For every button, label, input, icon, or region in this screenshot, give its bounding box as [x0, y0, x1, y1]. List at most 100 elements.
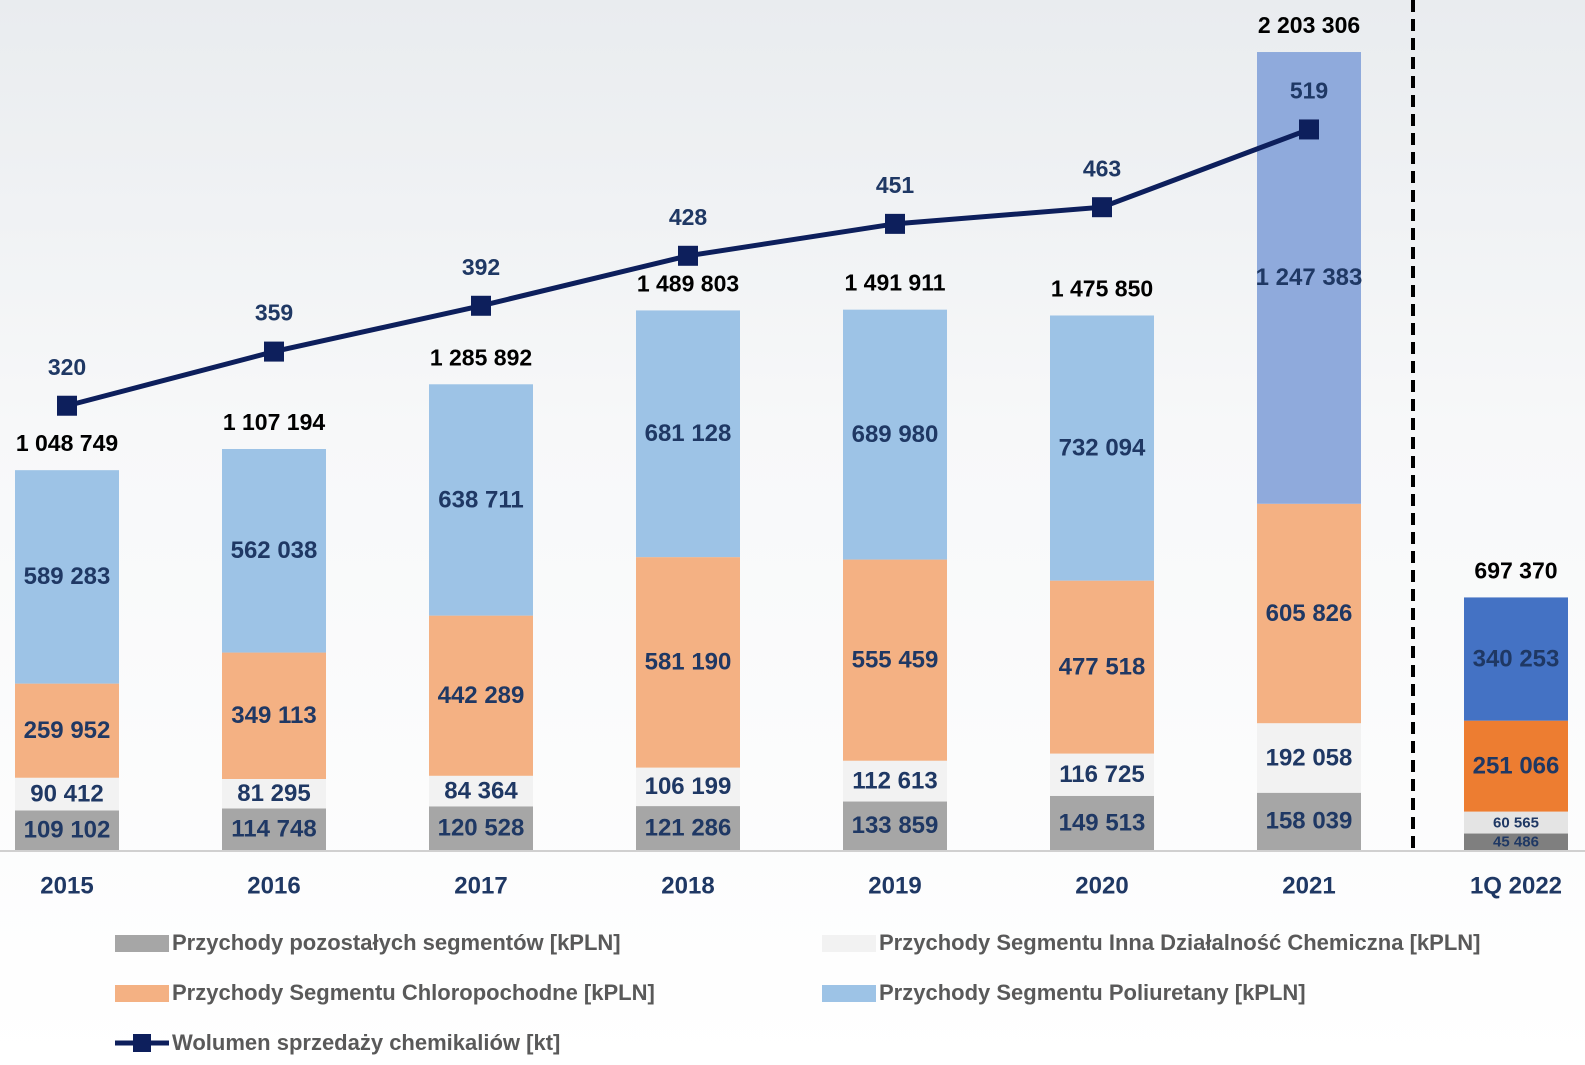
bar-segment: [222, 652, 326, 779]
bar-segment: [429, 384, 533, 616]
bar-segment: [222, 778, 326, 809]
bar-segment: [1050, 753, 1154, 796]
total-label: 2 203 306: [1258, 12, 1360, 38]
x-tick-label: 2021: [1282, 872, 1335, 899]
line-value-label: 463: [1083, 155, 1121, 181]
value-label: 106 199: [645, 773, 732, 800]
legend-marker: [133, 1034, 151, 1052]
bar-segment: [1050, 795, 1154, 850]
value-label: 681 128: [645, 420, 732, 447]
legend-label: Przychody pozostałych segmentów [kPLN]: [172, 930, 621, 955]
line-value-label: 519: [1290, 78, 1328, 104]
bar-segment: [15, 777, 119, 811]
x-tick-label: 2020: [1075, 872, 1128, 899]
bar-segment: [636, 806, 740, 850]
value-label: 259 952: [24, 717, 111, 744]
value-label: 116 725: [1059, 761, 1144, 788]
bar-segment: [1257, 503, 1361, 724]
value-label: 349 113: [231, 702, 316, 729]
legend-label: Wolumen sprzedaży chemikaliów [kt]: [172, 1030, 560, 1055]
value-label: 340 253: [1473, 645, 1560, 672]
value-label: 251 066: [1473, 752, 1560, 779]
bar-segment: [1464, 597, 1568, 721]
value-label: 689 980: [852, 421, 939, 448]
bar-segment: [636, 557, 740, 768]
value-label: 442 289: [438, 682, 525, 709]
value-label: 158 039: [1266, 808, 1353, 835]
bar-segment: [1257, 723, 1361, 793]
legend-label: Przychody Segmentu Inna Działalność Chem…: [879, 930, 1480, 955]
legend-label: Przychody Segmentu Chloropochodne [kPLN]: [172, 980, 655, 1005]
value-label: 149 513: [1059, 809, 1146, 836]
legend-swatch: [115, 935, 169, 952]
x-tick-label: 2019: [868, 872, 921, 899]
line-marker: [57, 395, 77, 416]
bar-segment: [222, 808, 326, 850]
total-label: 1 491 911: [844, 270, 945, 296]
line-value-label: 320: [48, 354, 86, 380]
bar-segment: [843, 760, 947, 802]
line-marker: [264, 341, 284, 362]
line-value-label: 451: [876, 172, 915, 198]
bar-segment: [15, 470, 119, 684]
value-label: 109 102: [24, 817, 111, 844]
bar-segment: [843, 309, 947, 560]
value-label: 192 058: [1266, 744, 1353, 771]
line-value-label: 428: [669, 204, 708, 230]
bar-segment: [1050, 315, 1154, 581]
value-label: 605 826: [1266, 600, 1353, 627]
value-label: 555 459: [852, 646, 939, 673]
legend-swatch: [822, 985, 876, 1002]
bar-segment: [1464, 720, 1568, 812]
x-tick-label: 1Q 2022: [1470, 872, 1562, 899]
total-label: 1 107 194: [223, 409, 326, 435]
value-label: 121 286: [645, 814, 732, 841]
value-label: 81 295: [237, 780, 310, 807]
x-tick-label: 2015: [40, 872, 93, 899]
legend-label: Przychody Segmentu Poliuretany [kPLN]: [879, 980, 1306, 1005]
line-marker: [1092, 197, 1112, 218]
value-label: 114 748: [231, 816, 316, 843]
line-marker: [1299, 119, 1319, 140]
bar-segment: [15, 810, 119, 850]
value-label: 732 094: [1059, 434, 1146, 461]
value-label: 477 518: [1059, 653, 1146, 680]
value-label: 1 247 383: [1256, 264, 1363, 291]
total-label: 1 489 803: [637, 271, 739, 297]
bar-segment: [429, 806, 533, 850]
value-label: 120 528: [438, 815, 525, 842]
bar-segment: [843, 801, 947, 850]
bar-segment: [1464, 811, 1568, 834]
total-label: 1 285 892: [430, 344, 532, 370]
x-tick-label: 2018: [661, 872, 714, 899]
x-tick-label: 2017: [454, 872, 507, 899]
value-label: 60 565: [1493, 815, 1539, 832]
line-value-label: 359: [255, 300, 293, 326]
bar-segment: [15, 683, 119, 778]
bar-segment: [1050, 580, 1154, 754]
value-label: 45 486: [1493, 834, 1539, 851]
legend-swatch: [115, 985, 169, 1002]
total-label: 1 048 749: [16, 430, 118, 456]
value-label: 581 190: [645, 649, 732, 676]
legend-swatch: [822, 935, 876, 952]
bar-segment: [1257, 792, 1361, 850]
line-marker: [471, 295, 491, 316]
total-label: 1 475 850: [1051, 276, 1153, 302]
bar-segment: [429, 775, 533, 807]
total-label: 697 370: [1474, 558, 1557, 584]
line-value-label: 392: [462, 254, 500, 280]
value-label: 638 711: [438, 486, 523, 513]
value-label: 589 283: [24, 563, 111, 590]
bar-segment: [1464, 833, 1568, 850]
value-label: 133 859: [852, 812, 939, 839]
bar-segment: [429, 615, 533, 776]
bar-segment: [843, 559, 947, 761]
bar-segment: [636, 767, 740, 807]
line-marker: [678, 245, 698, 266]
line-marker: [885, 213, 905, 234]
value-label: 112 613: [852, 767, 937, 794]
bar-segment: [222, 449, 326, 653]
